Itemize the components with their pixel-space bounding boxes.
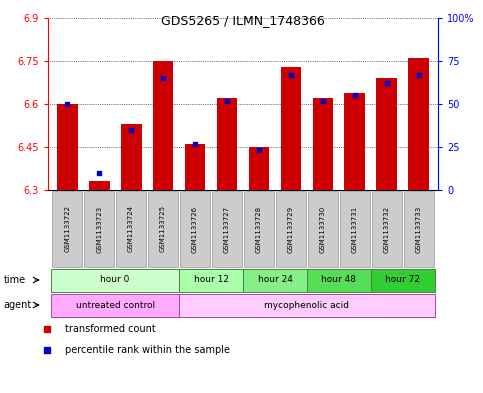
Bar xyxy=(376,78,397,190)
Bar xyxy=(153,61,173,190)
Text: hour 12: hour 12 xyxy=(194,275,228,285)
Bar xyxy=(57,104,78,190)
Bar xyxy=(89,182,110,190)
Text: GSM1133733: GSM1133733 xyxy=(416,206,422,253)
Text: GSM1133727: GSM1133727 xyxy=(224,206,230,253)
Text: GSM1133725: GSM1133725 xyxy=(160,206,166,252)
Text: mycophenolic acid: mycophenolic acid xyxy=(264,301,349,310)
Text: hour 72: hour 72 xyxy=(385,275,420,285)
FancyBboxPatch shape xyxy=(213,191,242,267)
FancyBboxPatch shape xyxy=(179,269,243,292)
Text: GDS5265 / ILMN_1748366: GDS5265 / ILMN_1748366 xyxy=(161,14,325,27)
Text: GSM1133731: GSM1133731 xyxy=(352,206,358,253)
FancyBboxPatch shape xyxy=(404,191,434,267)
FancyBboxPatch shape xyxy=(116,191,146,267)
FancyBboxPatch shape xyxy=(180,191,210,267)
Bar xyxy=(121,124,142,190)
FancyBboxPatch shape xyxy=(372,191,401,267)
Text: GSM1133732: GSM1133732 xyxy=(384,206,390,253)
Text: transformed count: transformed count xyxy=(65,324,156,334)
FancyBboxPatch shape xyxy=(276,191,306,267)
FancyBboxPatch shape xyxy=(51,269,179,292)
Text: GSM1133726: GSM1133726 xyxy=(192,206,198,253)
FancyBboxPatch shape xyxy=(53,191,82,267)
FancyBboxPatch shape xyxy=(307,269,371,292)
FancyBboxPatch shape xyxy=(148,191,178,267)
Text: GSM1133730: GSM1133730 xyxy=(320,206,326,253)
FancyBboxPatch shape xyxy=(308,191,338,267)
Text: GSM1133723: GSM1133723 xyxy=(96,206,102,253)
Text: GSM1133729: GSM1133729 xyxy=(288,206,294,253)
FancyBboxPatch shape xyxy=(371,269,435,292)
Text: GSM1133722: GSM1133722 xyxy=(64,206,70,252)
Text: hour 24: hour 24 xyxy=(257,275,292,285)
Text: percentile rank within the sample: percentile rank within the sample xyxy=(65,345,230,355)
Bar xyxy=(313,98,333,190)
Text: time: time xyxy=(3,275,26,285)
Text: untreated control: untreated control xyxy=(75,301,155,310)
FancyBboxPatch shape xyxy=(243,269,307,292)
Text: hour 0: hour 0 xyxy=(100,275,130,285)
Text: hour 48: hour 48 xyxy=(321,275,356,285)
Bar xyxy=(217,98,238,190)
Bar xyxy=(344,92,365,190)
Text: GSM1133724: GSM1133724 xyxy=(128,206,134,252)
FancyBboxPatch shape xyxy=(244,191,274,267)
FancyBboxPatch shape xyxy=(179,294,435,317)
Text: GSM1133728: GSM1133728 xyxy=(256,206,262,253)
Bar xyxy=(249,147,270,190)
Bar xyxy=(185,144,205,190)
FancyBboxPatch shape xyxy=(85,191,114,267)
FancyBboxPatch shape xyxy=(51,294,179,317)
Bar xyxy=(409,58,429,190)
Bar xyxy=(281,67,301,190)
Text: agent: agent xyxy=(3,300,32,310)
FancyBboxPatch shape xyxy=(340,191,369,267)
